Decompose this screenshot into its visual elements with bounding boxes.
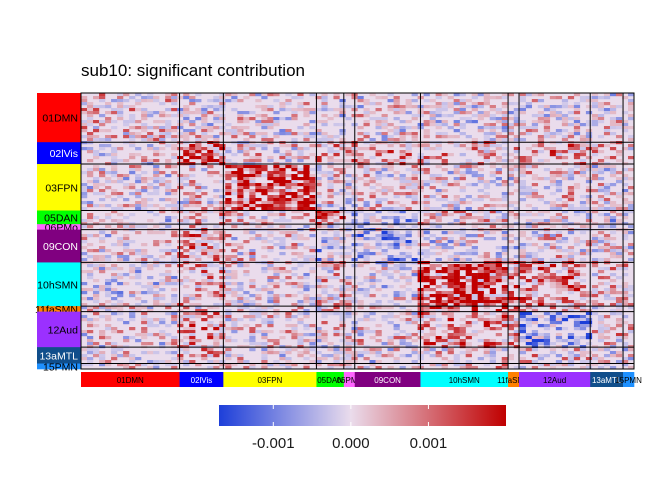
- col-label: 02lVis: [191, 376, 213, 385]
- row-label: 05DAN: [44, 212, 78, 224]
- color-legend: -0.001 0.000 0.001: [219, 405, 506, 452]
- col-band-09con: 09CON: [354, 372, 421, 387]
- col-label: 12Aud: [543, 376, 566, 385]
- row-label: 10hSMN: [37, 279, 78, 291]
- col-label: 05DAN: [317, 376, 343, 385]
- legend-tick: 0.001: [410, 405, 448, 452]
- col-label: 09CON: [374, 376, 401, 385]
- legend-tick: 0.000: [332, 405, 370, 452]
- legend-tick-label: 0.001: [410, 435, 448, 452]
- col-label: 06PMo: [337, 376, 363, 385]
- col-band-05dan: 05DAN: [316, 372, 345, 387]
- chart-title: sub10: significant contribution: [81, 61, 305, 80]
- row-network-bar: 01DMN02lVis03FPN05DAN06PMo09CON10hSMN11f…: [35, 93, 81, 373]
- col-band-13amtl: 13aMTL: [590, 372, 624, 387]
- col-band-01dmn: 01DMN: [81, 372, 180, 387]
- row-label: 13aMTL: [39, 350, 78, 362]
- row-band-05dan: 05DAN: [37, 210, 81, 225]
- col-band-10hsmn: 10hSMN: [420, 372, 509, 387]
- row-band-15pmn: 15PMN: [37, 361, 81, 373]
- col-label: 01DMN: [117, 376, 144, 385]
- col-label: 03FPN: [257, 376, 282, 385]
- row-label: 03FPN: [45, 182, 78, 194]
- col-band-02lvis: 02lVis: [179, 372, 224, 387]
- heatmap-cells: [81, 93, 635, 370]
- row-label: 09CON: [43, 241, 78, 253]
- legend-colorbar: [219, 405, 506, 426]
- col-band-15pmn: 15PMN: [615, 372, 642, 387]
- legend-tick: -0.001: [252, 405, 295, 452]
- row-label: 02lVis: [50, 148, 78, 160]
- legend-tick-label: -0.001: [252, 435, 295, 452]
- row-label: 01DMN: [42, 113, 78, 125]
- legend-tick-label: 0.000: [332, 435, 370, 452]
- row-band-02lvis: 02lVis: [37, 142, 81, 165]
- col-band-03fpn: 03FPN: [223, 372, 317, 387]
- col-label: 15PMN: [615, 376, 642, 385]
- row-band-13amtl: 13aMTL: [37, 347, 81, 364]
- col-label: 11faSMN: [497, 376, 530, 385]
- row-band-01dmn: 01DMN: [37, 93, 81, 143]
- row-band-12aud: 12Aud: [37, 311, 81, 348]
- col-label: 10hSMN: [449, 376, 480, 385]
- col-band-12aud: 12Aud: [519, 372, 591, 387]
- row-label: 15PMN: [43, 361, 78, 373]
- col-label: 13aMTL: [592, 376, 622, 385]
- row-band-03fpn: 03FPN: [37, 164, 81, 211]
- col-band-06pmo: 06PMo: [337, 372, 363, 387]
- network-boundaries: [80, 92, 635, 370]
- row-band-09con: 09CON: [37, 229, 81, 263]
- row-label: 12Aud: [48, 324, 79, 336]
- col-band-11fasmn: 11faSMN: [497, 372, 530, 387]
- row-band-10hsmn: 10hSMN: [37, 262, 81, 307]
